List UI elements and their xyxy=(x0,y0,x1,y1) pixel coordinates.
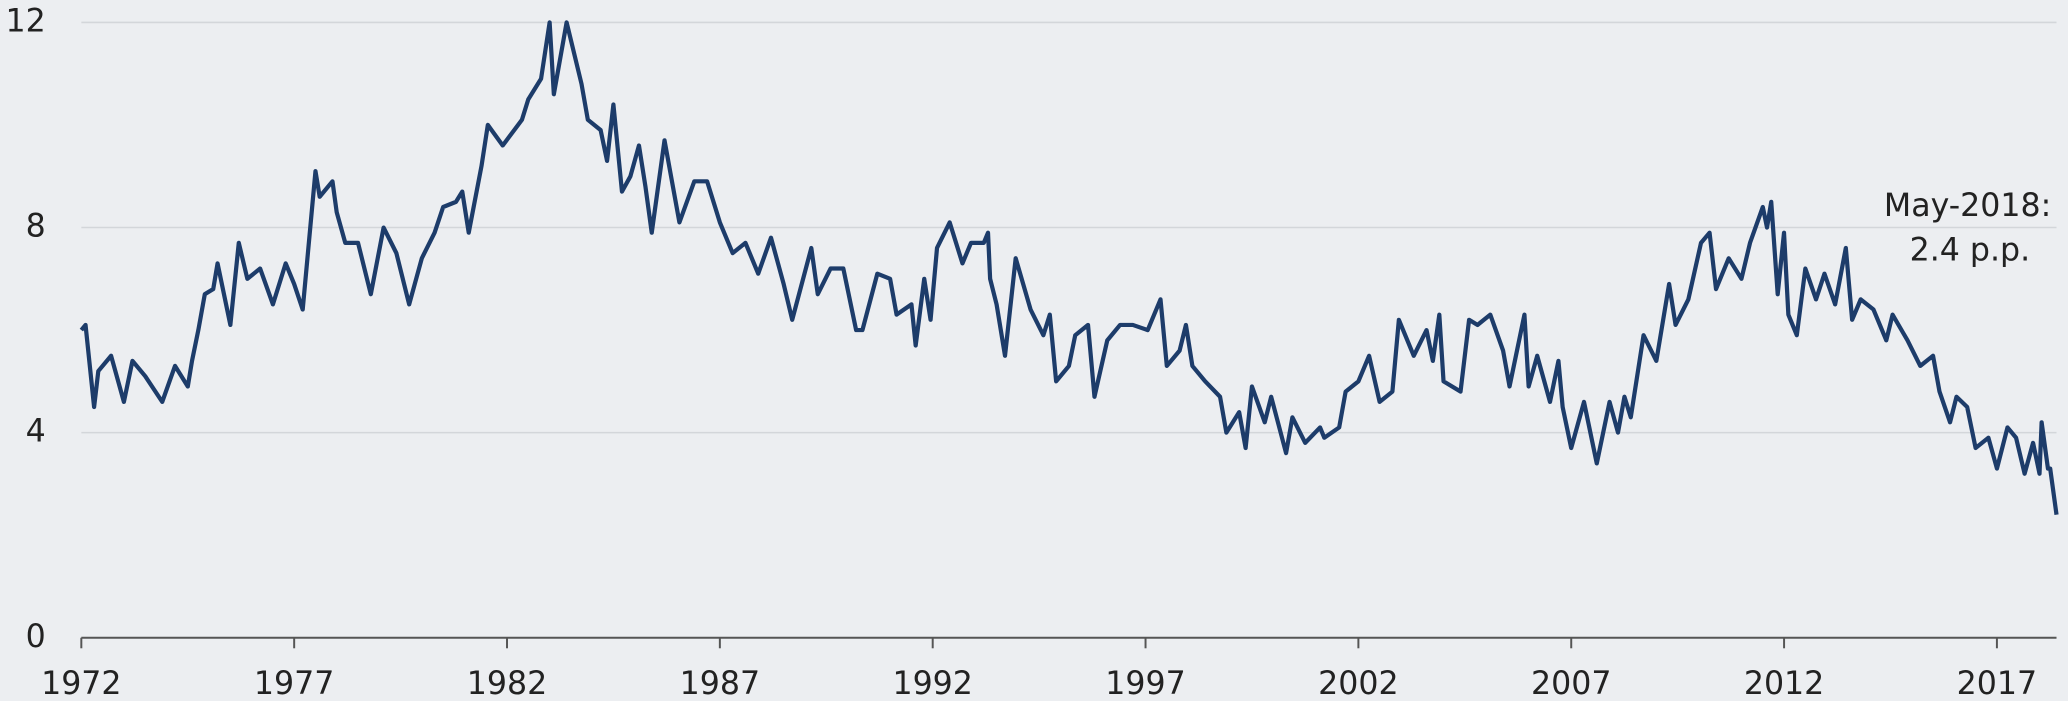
y-tick-label: 8 xyxy=(26,209,46,245)
x-tick-label: 2017 xyxy=(1957,666,2037,701)
x-tick-label: 2002 xyxy=(1318,666,1398,701)
data-line xyxy=(79,20,2059,515)
x-tick-label: 2012 xyxy=(1744,666,1824,701)
annotation: May-2018: xyxy=(1884,188,2051,224)
y-tick-label: 12 xyxy=(6,3,46,39)
annotation: 2.4 p.p. xyxy=(1910,233,2031,269)
x-tick-label: 1977 xyxy=(254,666,334,701)
x-tick-label: 1982 xyxy=(467,666,547,701)
y-tick-label: 0 xyxy=(26,619,46,655)
x-tick-label: 1987 xyxy=(680,666,760,701)
x-tick-label: 1997 xyxy=(1105,666,1185,701)
y-tick-label: 4 xyxy=(26,414,46,450)
x-tick-label: 2007 xyxy=(1531,666,1611,701)
x-tick-label: 1992 xyxy=(892,666,972,701)
x-tick-label: 1972 xyxy=(41,666,121,701)
